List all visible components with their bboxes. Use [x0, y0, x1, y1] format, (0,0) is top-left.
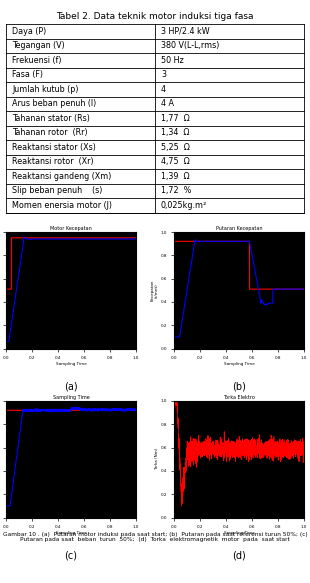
Text: Arus beban penuh (I): Arus beban penuh (I) [12, 99, 96, 108]
Text: Fasa (F): Fasa (F) [12, 71, 43, 79]
X-axis label: Sampling Time: Sampling Time [55, 361, 86, 366]
Text: 50 Hz: 50 Hz [161, 56, 184, 65]
Text: 1,72  %: 1,72 % [161, 187, 191, 195]
Text: Daya (P): Daya (P) [12, 27, 46, 36]
Text: 5,25  Ω: 5,25 Ω [161, 143, 190, 152]
Text: Jumlah kutub (p): Jumlah kutub (p) [12, 85, 79, 94]
Text: Tegangan (V): Tegangan (V) [12, 41, 65, 50]
Text: (c): (c) [64, 550, 78, 560]
Text: 0,025kg.m²: 0,025kg.m² [161, 201, 207, 210]
Text: Frekuensi (f): Frekuensi (f) [12, 56, 62, 65]
X-axis label: Sampling Time: Sampling Time [224, 531, 255, 535]
Text: 1,77  Ω: 1,77 Ω [161, 114, 190, 123]
Text: 1,34  Ω: 1,34 Ω [161, 128, 189, 138]
Text: 3: 3 [161, 71, 166, 79]
Text: 380 V(L-L,rms): 380 V(L-L,rms) [161, 41, 219, 50]
Text: Slip beban penuh    (s): Slip beban penuh (s) [12, 187, 103, 195]
Text: 4: 4 [161, 85, 166, 94]
Text: 4,75  Ω: 4,75 Ω [161, 157, 190, 167]
Text: (a): (a) [64, 381, 78, 391]
Text: Reaktansi gandeng (Xm): Reaktansi gandeng (Xm) [12, 172, 112, 181]
Text: 3 HP/2.4 kW: 3 HP/2.4 kW [161, 27, 210, 36]
X-axis label: Sampling Time: Sampling Time [55, 531, 86, 535]
Text: Tabel 2. Data teknik motor induksi tiga fasa: Tabel 2. Data teknik motor induksi tiga … [56, 12, 254, 20]
Y-axis label: Torka (Nm): Torka (Nm) [155, 448, 159, 470]
Text: Tahanan stator (Rs): Tahanan stator (Rs) [12, 114, 90, 123]
Text: 4 A: 4 A [161, 99, 174, 108]
Title: Motor Kecepatan: Motor Kecepatan [50, 226, 92, 231]
X-axis label: Sampling Time: Sampling Time [224, 361, 255, 366]
Text: Gambar 10 . (a)  Putaran motor induksi pada saat start; (b)  Putaran pada saat r: Gambar 10 . (a) Putaran motor induksi pa… [2, 532, 308, 543]
Title: Putaran Kecepatan: Putaran Kecepatan [216, 226, 262, 231]
Text: (d): (d) [232, 550, 246, 560]
Text: (b): (b) [232, 381, 246, 391]
Text: Momen enersia motor (J): Momen enersia motor (J) [12, 201, 112, 210]
Text: Reaktansi stator (Xs): Reaktansi stator (Xs) [12, 143, 96, 152]
Text: 1,39  Ω: 1,39 Ω [161, 172, 190, 181]
Text: Reaktansi rotor  (Xr): Reaktansi rotor (Xr) [12, 157, 94, 167]
Y-axis label: Kecepatan
(r/mnt): Kecepatan (r/mnt) [150, 279, 159, 301]
Title: Torka Elektro: Torka Elektro [223, 395, 255, 400]
Text: Tahanan rotor  (Rr): Tahanan rotor (Rr) [12, 128, 88, 138]
Title: Sampling Time: Sampling Time [52, 395, 89, 400]
